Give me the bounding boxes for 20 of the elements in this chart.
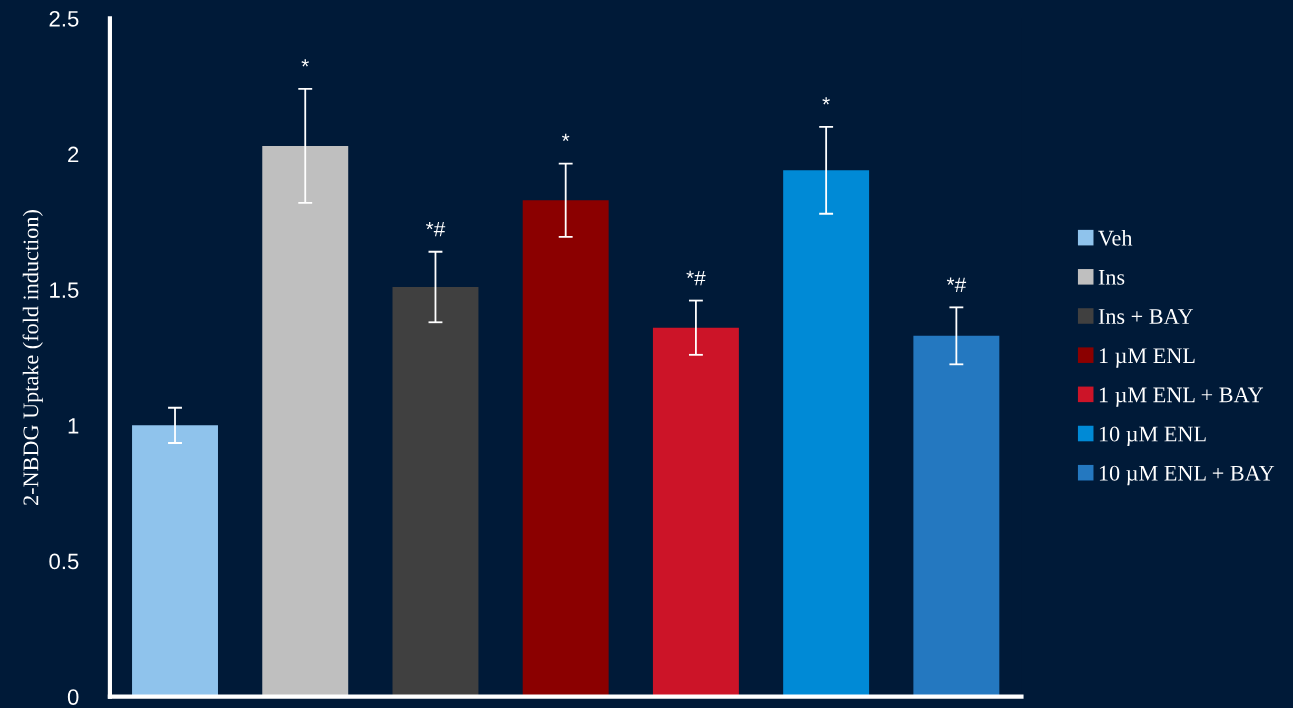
annotation: * [822, 97, 830, 105]
y-axis-title: 2-NBDG Uptake (fold induction) [22, 210, 43, 505]
legend-label: 10 µM ENL + BAY [1099, 465, 1275, 486]
annotation: * [561, 133, 570, 142]
legend-label: 1 µM ENL + BAY [1099, 387, 1264, 407]
y-tick-label: 2 [68, 146, 79, 163]
annotation: *# [946, 277, 967, 292]
y-tick-label: 0.5 [49, 553, 79, 570]
annotation: *# [686, 270, 706, 286]
y-tick-label: 2.5 [49, 10, 79, 27]
legend-label: Ins [1098, 270, 1125, 285]
legend-label: 1 µM ENL [1099, 348, 1195, 368]
legend-label: 10 µM ENL [1099, 426, 1206, 447]
annotation: * [301, 59, 309, 67]
legend-label: Ins + BAY [1098, 309, 1194, 324]
annotation: *# [425, 221, 446, 237]
y-tick-label: 1.5 [50, 282, 79, 298]
y-tick-label: 0 [67, 689, 79, 705]
y-tick-label: 1 [68, 418, 79, 434]
legend-label: Veh [1098, 230, 1133, 246]
